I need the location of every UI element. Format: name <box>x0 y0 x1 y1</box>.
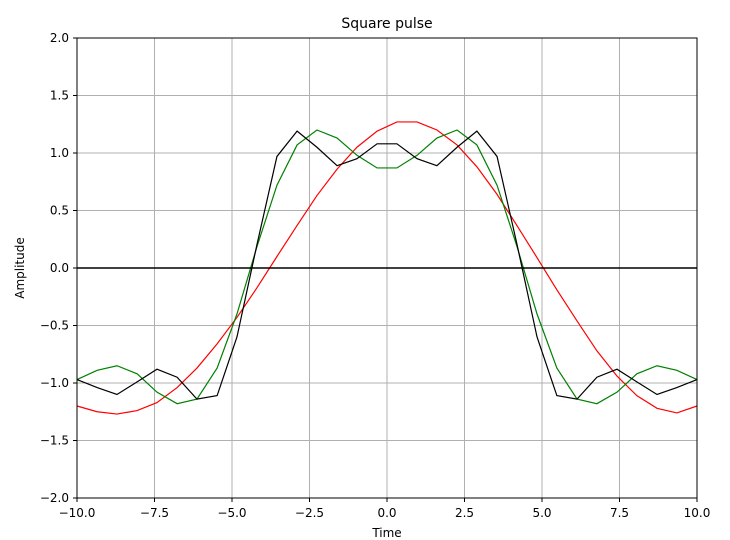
x-axis-title: Time <box>371 526 401 540</box>
y-tick-label: −1.0 <box>40 376 69 390</box>
x-tick-label: 5.0 <box>532 506 551 520</box>
x-tick-label: −2.5 <box>295 506 324 520</box>
x-tick-label: −10.0 <box>59 506 96 520</box>
series-layer <box>76 121 698 415</box>
y-tick-label: −0.5 <box>40 319 69 333</box>
x-axis: −10.0 −7.5 −5.0 −2.5 0.0 2.5 5.0 7.5 10.0 <box>59 498 711 520</box>
y-axis: −2.0 −1.5 −1.0 −0.5 0.0 0.5 1.0 1.5 2.0 <box>40 31 77 505</box>
series-line-3 <box>76 130 698 400</box>
x-tick-label: −7.5 <box>140 506 169 520</box>
y-tick-label: −1.5 <box>40 434 69 448</box>
y-tick-label: 1.0 <box>50 146 69 160</box>
y-tick-label: −2.0 <box>40 491 69 505</box>
x-tick-label: 2.5 <box>455 506 474 520</box>
series-line-2 <box>76 129 698 405</box>
y-tick-label: 0.0 <box>50 261 69 275</box>
x-tick-label: −5.0 <box>217 506 246 520</box>
series-line-1 <box>76 121 698 415</box>
x-tick-label: 0.0 <box>377 506 396 520</box>
x-tick-label: 10.0 <box>684 506 711 520</box>
y-axis-title: Amplitude <box>13 237 27 299</box>
y-tick-label: 1.5 <box>50 89 69 103</box>
y-tick-label: 0.5 <box>50 204 69 218</box>
y-tick-label: 2.0 <box>50 31 69 45</box>
x-tick-label: 7.5 <box>610 506 629 520</box>
chart-title: Square pulse <box>341 16 432 32</box>
